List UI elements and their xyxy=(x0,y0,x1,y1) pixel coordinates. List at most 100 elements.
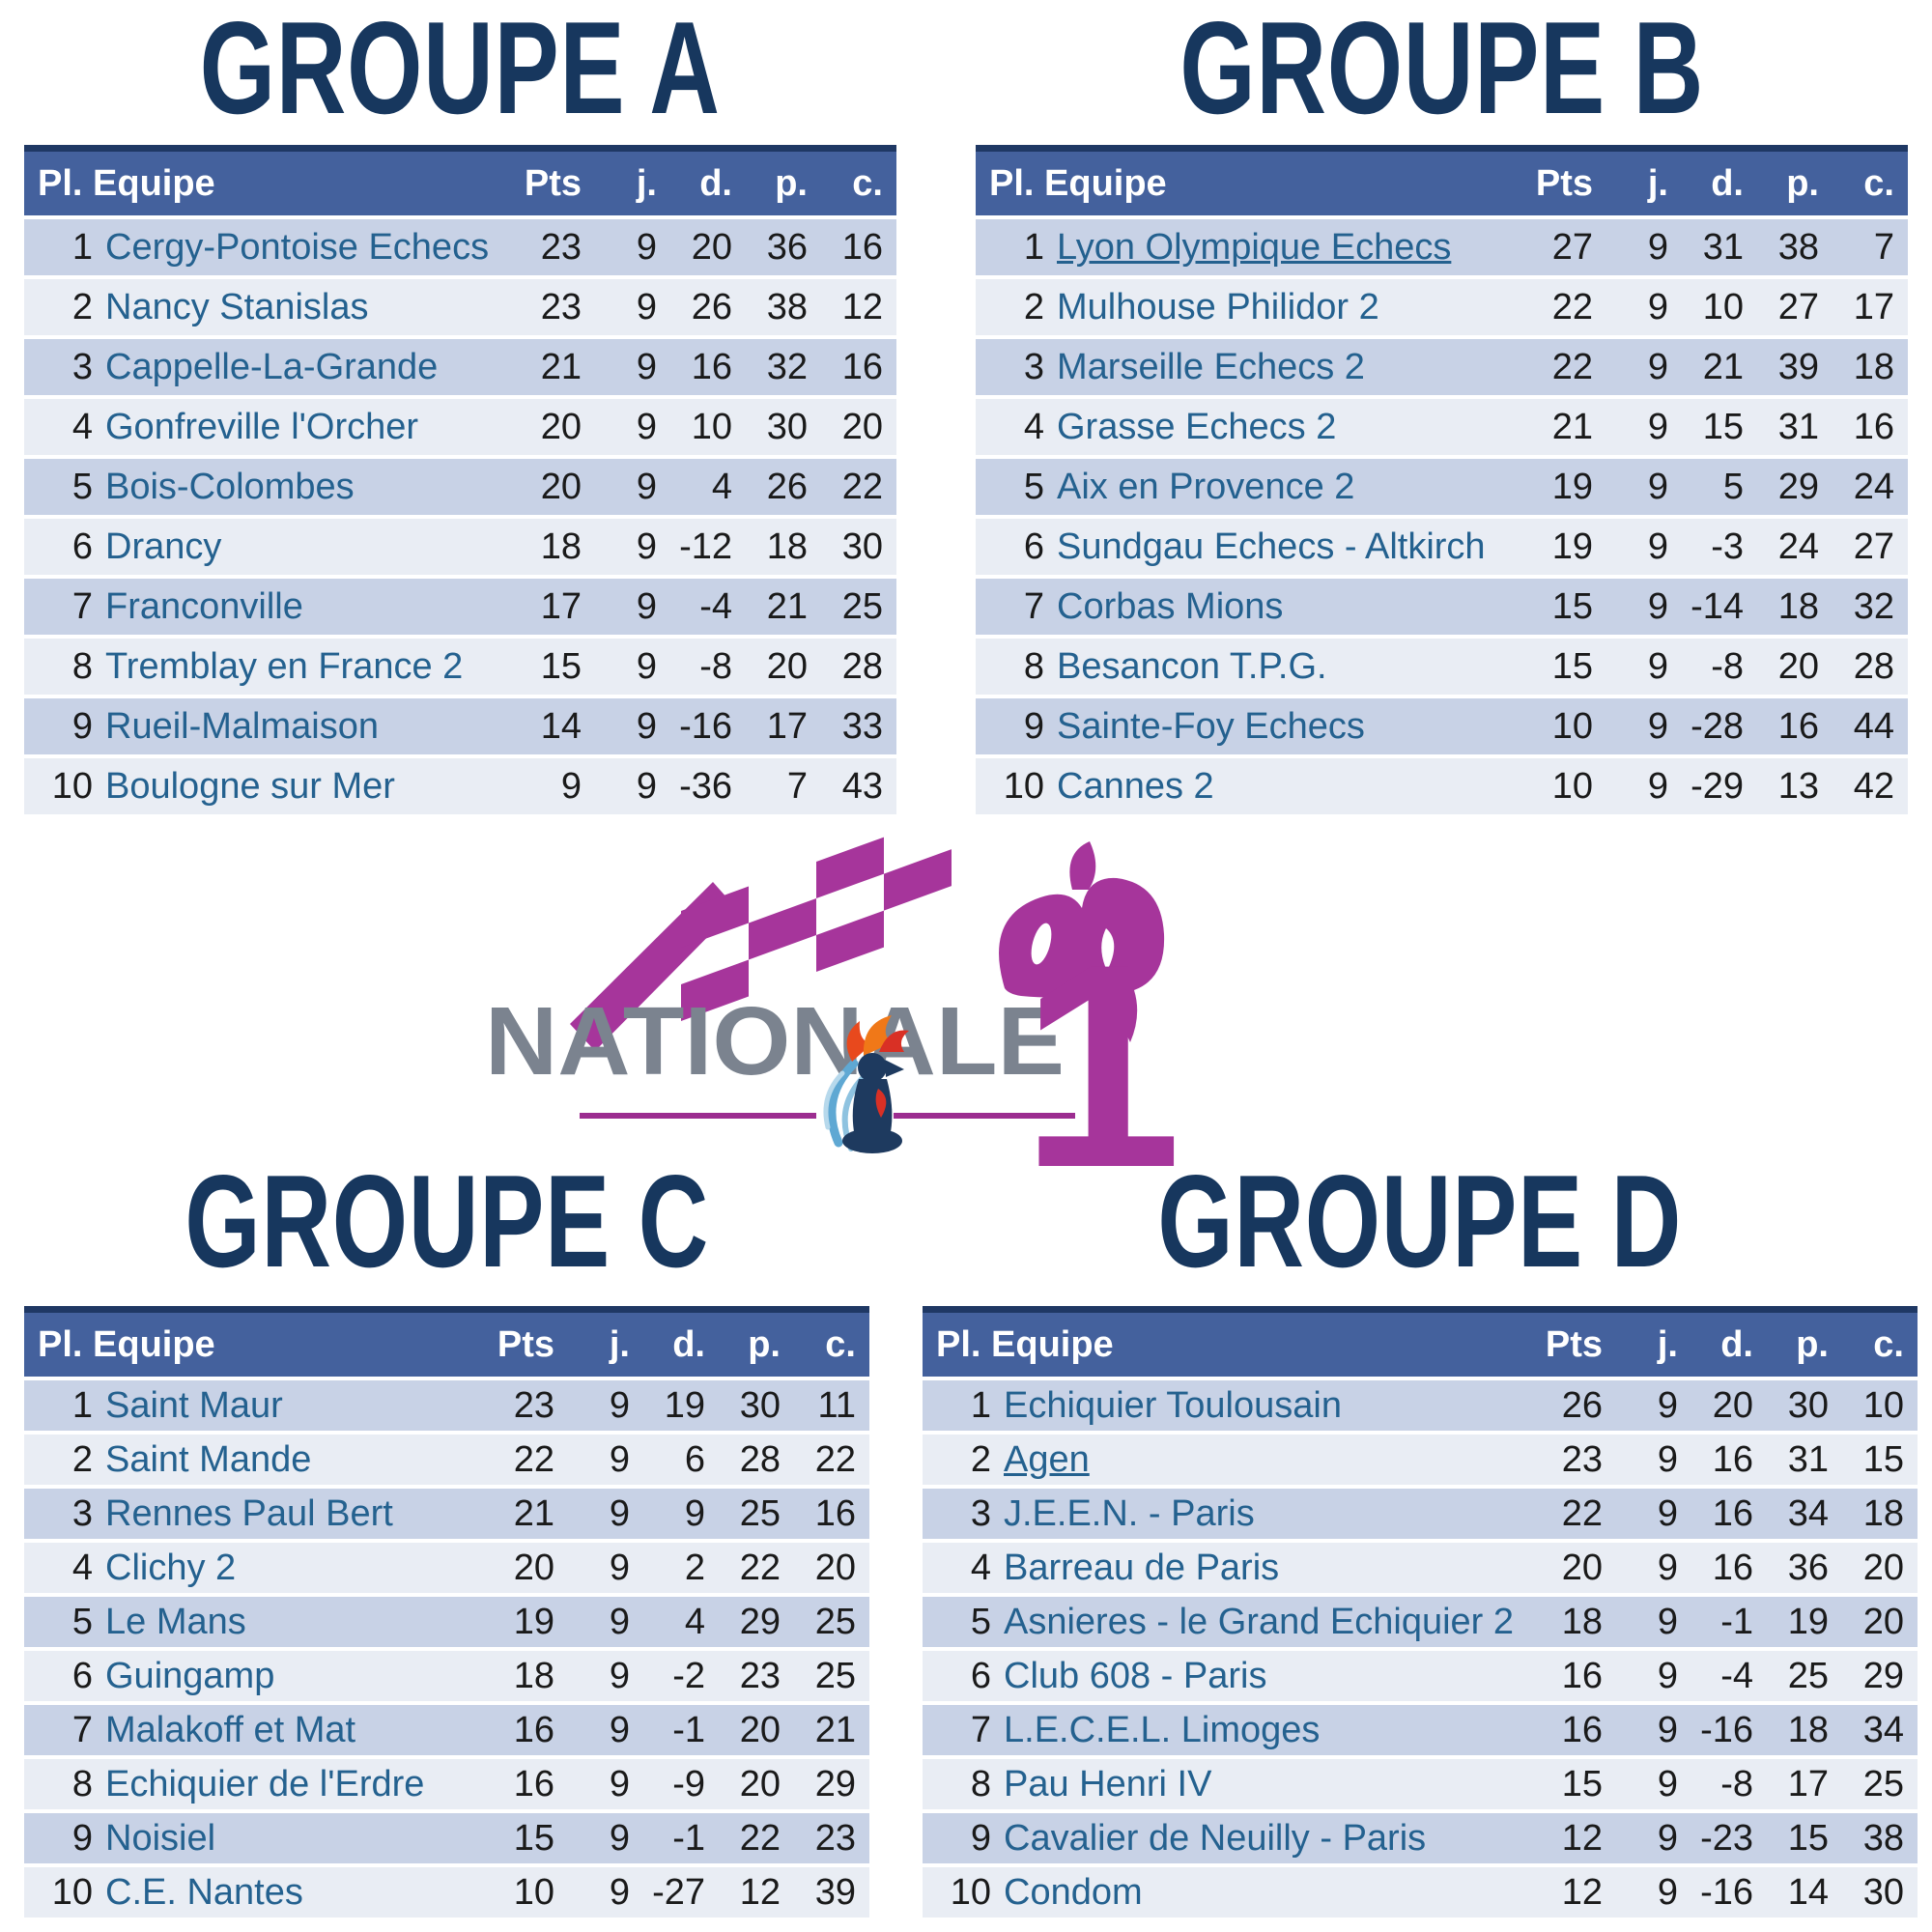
c-cell: 22 xyxy=(794,1435,869,1485)
table-row: 8 Echiquier de l'Erdre 16 9 -9 20 29 xyxy=(24,1759,869,1809)
table-row: 2 Saint Mande 22 9 6 28 22 xyxy=(24,1435,869,1485)
col-header-d: d. xyxy=(1691,1313,1767,1377)
p-cell: 38 xyxy=(1757,219,1833,275)
place-cell: 10 xyxy=(24,758,94,814)
p-cell: 15 xyxy=(1767,1813,1842,1863)
table-row: 2 Mulhouse Philidor 2 22 9 10 27 17 xyxy=(976,279,1908,335)
place-cell: 1 xyxy=(24,219,94,275)
c-cell: 28 xyxy=(821,639,896,695)
j-cell: 9 xyxy=(1606,279,1682,335)
p-cell: 18 xyxy=(746,519,821,575)
nationale-1-logo: NATIONALE 1 xyxy=(483,816,1181,1228)
pts-cell: 26 xyxy=(1541,1380,1616,1431)
group-b-table: Pl. Equipe Pts j. d. p. c. 1 Lyon Olympique Ech… xyxy=(976,145,1908,818)
checkered-flag-icon xyxy=(570,837,952,1051)
c-cell: 12 xyxy=(821,279,896,335)
col-header-j: j. xyxy=(1606,152,1682,215)
col-header-pts: Pts xyxy=(520,152,595,215)
team-name: Cergy-Pontoise Echecs xyxy=(94,219,520,275)
place-cell: 3 xyxy=(923,1489,992,1539)
team-name[interactable]: Lyon Olympique Echecs xyxy=(1045,219,1531,275)
pts-cell: 16 xyxy=(1541,1651,1616,1701)
table-row: 1 Lyon Olympique Echecs 27 9 31 38 7 xyxy=(976,219,1908,275)
place-cell: 1 xyxy=(976,219,1045,275)
team-name: L.E.C.E.L. Limoges xyxy=(992,1705,1541,1755)
c-cell: 17 xyxy=(1833,279,1908,335)
group-d-title-text: GROUPE D xyxy=(1157,1148,1683,1294)
team-name: Cappelle-La-Grande xyxy=(94,339,520,395)
place-cell: 5 xyxy=(976,459,1045,515)
table-row: 4 Barreau de Paris 20 9 16 36 20 xyxy=(923,1543,1918,1593)
p-cell: 12 xyxy=(719,1867,794,1918)
place-cell: 4 xyxy=(976,399,1045,455)
c-cell: 32 xyxy=(1833,579,1908,635)
pts-cell: 23 xyxy=(520,219,595,275)
place-cell: 9 xyxy=(24,1813,94,1863)
d-cell: -1 xyxy=(643,1813,719,1863)
col-header-p: p. xyxy=(1767,1313,1842,1377)
pts-cell: 21 xyxy=(1531,399,1606,455)
table-row: 3 Cappelle-La-Grande 21 9 16 32 16 xyxy=(24,339,896,395)
c-cell: 20 xyxy=(821,399,896,455)
col-header-place-team: Pl. Equipe xyxy=(976,152,1531,215)
pts-cell: 22 xyxy=(1531,279,1606,335)
team-name: Pau Henri IV xyxy=(992,1759,1541,1809)
team-name[interactable]: Agen xyxy=(992,1435,1541,1485)
table-row: 2 Nancy Stanislas 23 9 26 38 12 xyxy=(24,279,896,335)
c-cell: 21 xyxy=(794,1705,869,1755)
col-header-p: p. xyxy=(1757,152,1833,215)
d-cell: -9 xyxy=(643,1759,719,1809)
team-name: Rennes Paul Bert xyxy=(94,1489,493,1539)
j-cell: 9 xyxy=(595,758,670,814)
place-cell: 5 xyxy=(24,1597,94,1647)
d-cell: 4 xyxy=(643,1597,719,1647)
divider-line-left xyxy=(580,1113,816,1119)
j-cell: 9 xyxy=(595,519,670,575)
col-header-d: d. xyxy=(670,152,746,215)
team-name: Bois-Colombes xyxy=(94,459,520,515)
table-row: 2 Agen 23 9 16 31 15 xyxy=(923,1435,1918,1485)
d-cell: 16 xyxy=(1691,1435,1767,1485)
team-name: Guingamp xyxy=(94,1651,493,1701)
d-cell: -1 xyxy=(1691,1597,1767,1647)
col-header-c: c. xyxy=(794,1313,869,1377)
c-cell: 30 xyxy=(1842,1867,1918,1918)
j-cell: 9 xyxy=(1616,1489,1691,1539)
place-cell: 7 xyxy=(976,579,1045,635)
place-cell: 4 xyxy=(24,1543,94,1593)
p-cell: 19 xyxy=(1767,1597,1842,1647)
p-cell: 36 xyxy=(1767,1543,1842,1593)
place-cell: 8 xyxy=(923,1759,992,1809)
team-name: Nancy Stanislas xyxy=(94,279,520,335)
place-cell: 10 xyxy=(976,758,1045,814)
place-cell: 6 xyxy=(24,519,94,575)
c-cell: 33 xyxy=(821,698,896,754)
table-top-border xyxy=(923,1306,1918,1313)
p-cell: 32 xyxy=(746,339,821,395)
team-name: Saint Maur xyxy=(94,1380,493,1431)
col-header-j: j. xyxy=(568,1313,643,1377)
place-cell: 7 xyxy=(24,1705,94,1755)
place-cell: 9 xyxy=(976,698,1045,754)
place-cell: 7 xyxy=(24,579,94,635)
p-cell: 17 xyxy=(746,698,821,754)
table-row: 4 Grasse Echecs 2 21 9 15 31 16 xyxy=(976,399,1908,455)
table-row: 9 Sainte-Foy Echecs 10 9 -28 16 44 xyxy=(976,698,1908,754)
c-cell: 18 xyxy=(1842,1489,1918,1539)
table-row: 5 Le Mans 19 9 4 29 25 xyxy=(24,1597,869,1647)
pts-cell: 15 xyxy=(520,639,595,695)
pts-cell: 17 xyxy=(520,579,595,635)
j-cell: 9 xyxy=(1616,1543,1691,1593)
p-cell: 18 xyxy=(1757,579,1833,635)
pts-cell: 18 xyxy=(1541,1597,1616,1647)
col-header-place-team: Pl. Equipe xyxy=(24,1313,493,1377)
place-cell: 8 xyxy=(976,639,1045,695)
group-d-standings-table: Pl. Equipe Pts j. d. p. c. 1 Echiquier Toulousa… xyxy=(923,1309,1918,1921)
team-name: Club 608 - Paris xyxy=(992,1651,1541,1701)
j-cell: 9 xyxy=(1606,639,1682,695)
c-cell: 20 xyxy=(1842,1597,1918,1647)
j-cell: 9 xyxy=(1606,579,1682,635)
table-row: 4 Gonfreville l'Orcher 20 9 10 30 20 xyxy=(24,399,896,455)
j-cell: 9 xyxy=(595,219,670,275)
c-cell: 25 xyxy=(794,1651,869,1701)
